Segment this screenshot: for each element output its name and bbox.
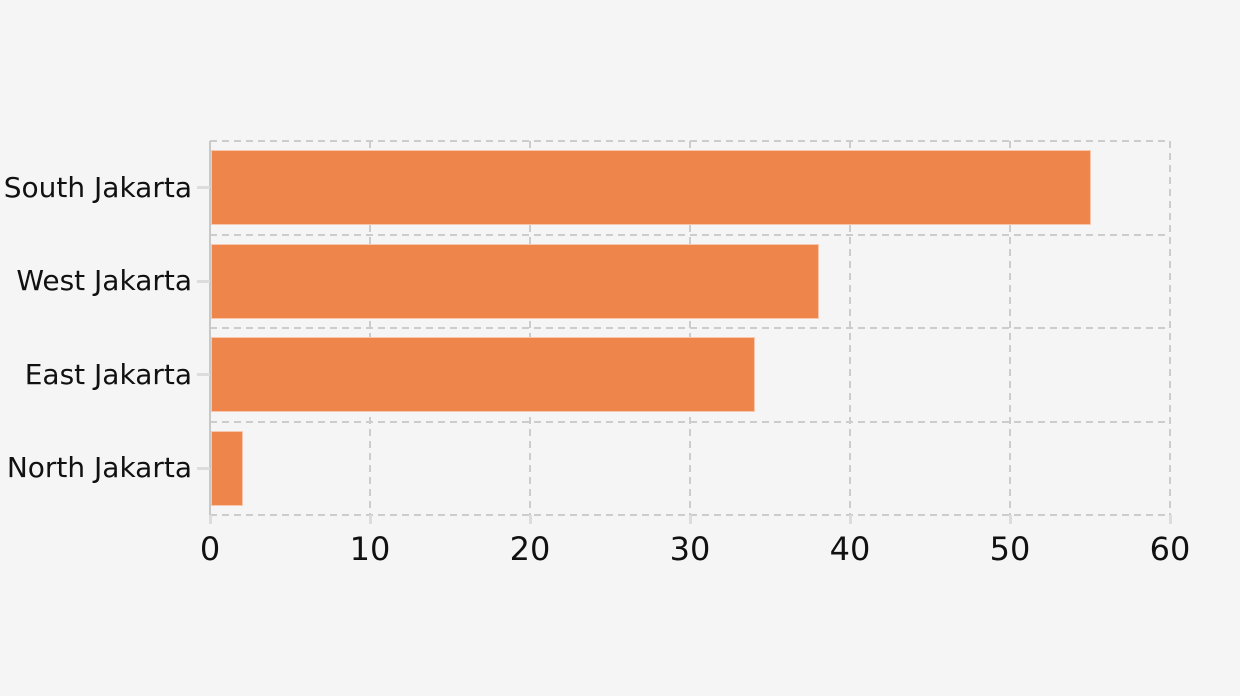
- x-tick-label-60: 60: [1149, 530, 1191, 568]
- x-tick-label-40: 40: [829, 530, 871, 568]
- gridline-vertical: [689, 141, 691, 515]
- x-tick-mark: [208, 515, 212, 524]
- x-tick-label-20: 20: [509, 530, 551, 568]
- x-tick-mark: [1008, 515, 1012, 524]
- x-tick-label-0: 0: [199, 530, 221, 568]
- bar-south-jakarta: [211, 150, 1091, 226]
- x-tick-mark: [368, 515, 372, 524]
- bar-north-jakarta: [211, 430, 243, 506]
- x-tick-mark: [1168, 515, 1172, 524]
- category-label-south-jakarta: South Jakarta: [3, 170, 192, 204]
- gridline-vertical: [1009, 141, 1011, 515]
- y-tick-mark: [197, 466, 210, 470]
- x-tick-label-10: 10: [349, 530, 391, 568]
- y-tick-mark: [197, 373, 210, 377]
- y-tick-mark: [197, 279, 210, 283]
- gridline-vertical: [529, 141, 531, 515]
- category-label-north-jakarta: North Jakarta: [6, 451, 192, 485]
- gridline-vertical: [849, 141, 851, 515]
- gridline-vertical: [369, 141, 371, 515]
- y-tick-mark: [197, 186, 210, 190]
- y-axis-line: [209, 141, 211, 515]
- bar-east-jakarta: [211, 337, 755, 413]
- x-tick-label-50: 50: [989, 530, 1031, 568]
- category-label-west-jakarta: West Jakarta: [16, 264, 192, 298]
- x-tick-label-30: 30: [669, 530, 711, 568]
- bar-west-jakarta: [211, 243, 819, 319]
- gridline-vertical: [1169, 141, 1171, 515]
- plot-area: [209, 140, 1171, 516]
- category-label-east-jakarta: East Jakarta: [24, 357, 192, 391]
- x-tick-mark: [688, 515, 692, 524]
- x-tick-mark: [848, 515, 852, 524]
- x-tick-mark: [528, 515, 532, 524]
